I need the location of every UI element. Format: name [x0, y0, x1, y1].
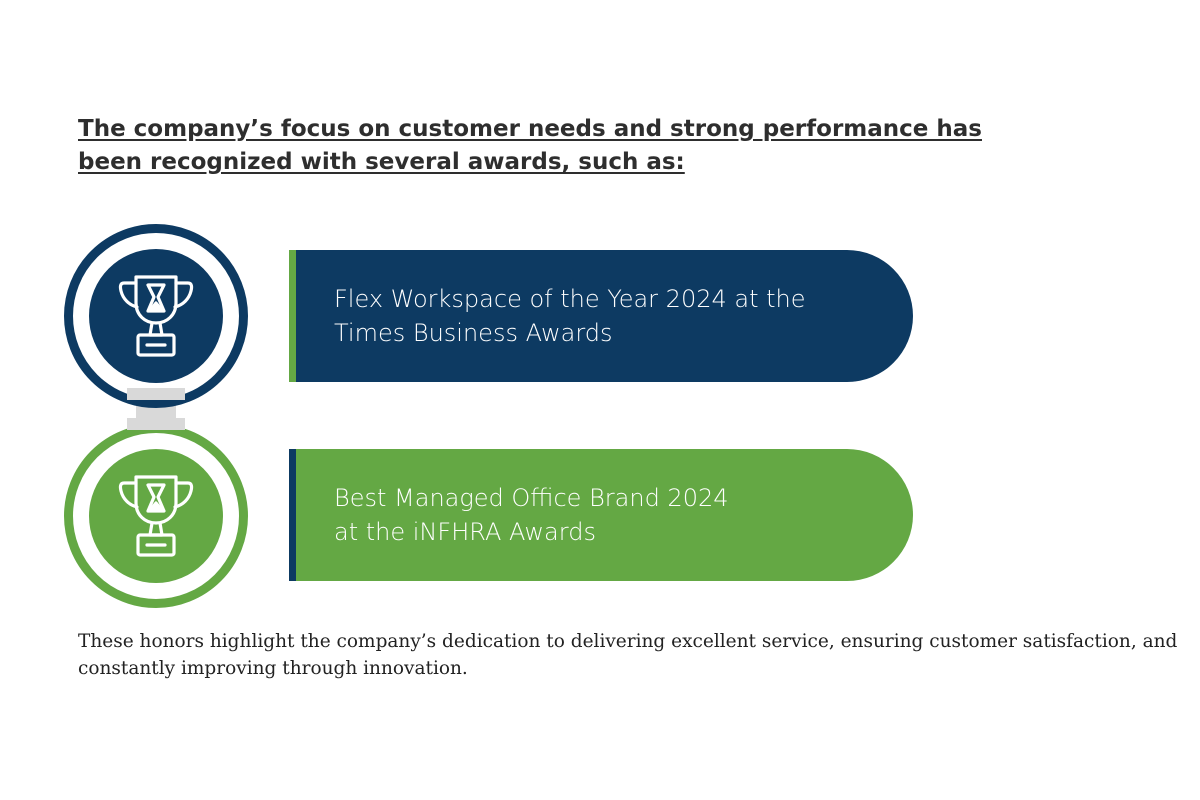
page-heading: The company’s focus on customer needs an…	[78, 113, 1058, 179]
award-2-text: Best Managed Office Brand 2024 at the iN…	[334, 481, 729, 549]
award-1-line-1: Flex Workspace of the Year 2024 at the	[334, 285, 806, 313]
award-2-line-1: Best Managed Office Brand 2024	[334, 484, 729, 512]
award-1-line-2: Times Business Awards	[334, 319, 613, 347]
ring-gap	[127, 418, 185, 430]
award-1-text: Flex Workspace of the Year 2024 at the T…	[334, 282, 806, 350]
award-2-icon-disc	[89, 449, 223, 583]
award-2-banner: Best Managed Office Brand 2024 at the iN…	[289, 449, 913, 581]
award-1-icon-disc	[89, 249, 223, 383]
heading-line-2: been recognized with several awards, suc…	[78, 149, 685, 175]
trophy-icon	[118, 475, 194, 557]
footer-line-2: constantly improving through innovation.	[78, 658, 468, 679]
footer-paragraph: These honors highlight the company’s ded…	[78, 628, 1178, 682]
trophy-icon	[118, 275, 194, 357]
heading-line-1: The company’s focus on customer needs an…	[78, 116, 982, 142]
award-1-banner: Flex Workspace of the Year 2024 at the T…	[289, 250, 913, 382]
award-2-line-2: at the iNFHRA Awards	[334, 518, 596, 546]
footer-line-1: These honors highlight the company’s ded…	[78, 631, 1178, 652]
ring-gap	[127, 388, 185, 400]
